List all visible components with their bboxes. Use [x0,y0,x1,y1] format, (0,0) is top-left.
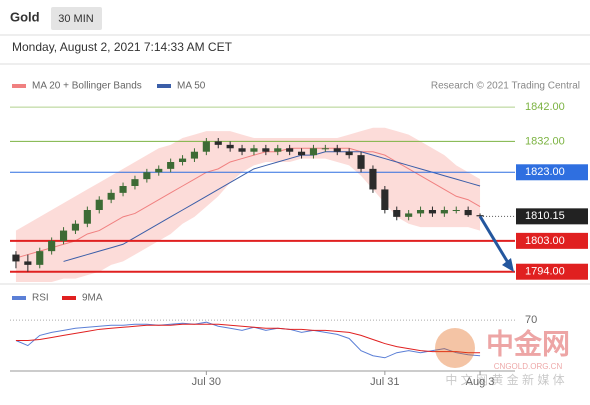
x-tick-label: Jul 31 [370,376,399,388]
rsi-line [15,323,481,354]
level-box [516,164,588,181]
candle-body [476,215,484,217]
candle-body [12,254,20,262]
candle-body [416,210,425,214]
ma20-line [15,147,481,259]
y-tick-label: 70 [525,314,537,326]
candle-body [202,141,210,152]
legend-label: MA 50 [177,81,206,92]
candle-body [131,179,139,186]
candle-body [24,261,32,265]
watermark: 中金网 CNGOLD.ORG.CN 中 文 网 黄 金 新 媒 体 [435,327,570,387]
timeframe: 30 MIN [58,13,94,25]
candle-body [238,148,246,152]
candle-body [190,151,199,159]
candle-body [119,186,127,193]
candle-body [452,210,460,211]
candle-body [393,210,401,217]
candle-body [95,199,103,210]
candle-body [369,168,377,190]
candle-body [286,148,294,152]
legend-swatch [62,296,76,300]
candle-body [381,189,389,210]
bollinger-band [15,127,481,282]
candle-body [155,168,163,173]
watermark-text: 中 文 网 黄 金 新 媒 体 [445,372,564,387]
level-label: 1823.00 [525,166,565,178]
candle-body [357,155,365,169]
x-tick-label: Jul 30 [192,376,221,388]
watermark-text: 中金网 [486,327,570,359]
candle-body [428,210,437,214]
candle-body [83,210,91,224]
candle-body [297,151,306,156]
level-box [516,263,588,280]
credit: Research © 2021 Trading Central [431,81,580,92]
forecast-arrow [478,215,512,267]
candle-body [226,144,234,149]
level-box [516,208,588,225]
level-label: 1842.00 [525,101,565,113]
candle-body [274,148,282,152]
legend-label: 9MA [82,293,103,304]
candle-body [464,210,472,216]
candle-body [36,251,44,265]
level-label: 1832.00 [525,135,565,147]
candle-body [107,192,115,200]
candle-body [321,148,329,150]
candle-body [71,223,80,231]
candle-body [405,213,413,217]
ma50-line [63,151,481,262]
candle-body [178,158,187,162]
candle-body [167,162,175,169]
level-label: 1810.15 [525,210,565,222]
title: Gold [10,9,40,24]
arrow-head [502,258,514,272]
legend-swatch [12,84,26,88]
level-label: 1794.00 [525,266,565,278]
subtitle: Monday, August 2, 2021 7:14:33 AM CET [12,40,233,54]
legend-label: MA 20 + Bollinger Bands [32,81,142,92]
x-tick-label: Aug 3 [466,376,495,388]
candle-body [309,148,318,156]
level-label: 1803.00 [525,235,565,247]
candle-body [214,141,222,145]
candle-body [262,148,270,152]
watermark-text: CNGOLD.ORG.CN [494,362,563,371]
candle-body [143,172,151,180]
timeframe-badge [51,7,102,30]
level-box [516,232,588,249]
candle-body [440,210,448,214]
candle-body [333,148,341,152]
legend-swatch [157,84,171,88]
legend-swatch [12,296,26,300]
rsi-line [15,321,481,359]
candle-body [48,240,56,252]
candle-body [250,148,258,152]
legend-label: RSI [32,293,49,304]
candle-body [345,151,353,156]
candle-body [59,230,68,241]
